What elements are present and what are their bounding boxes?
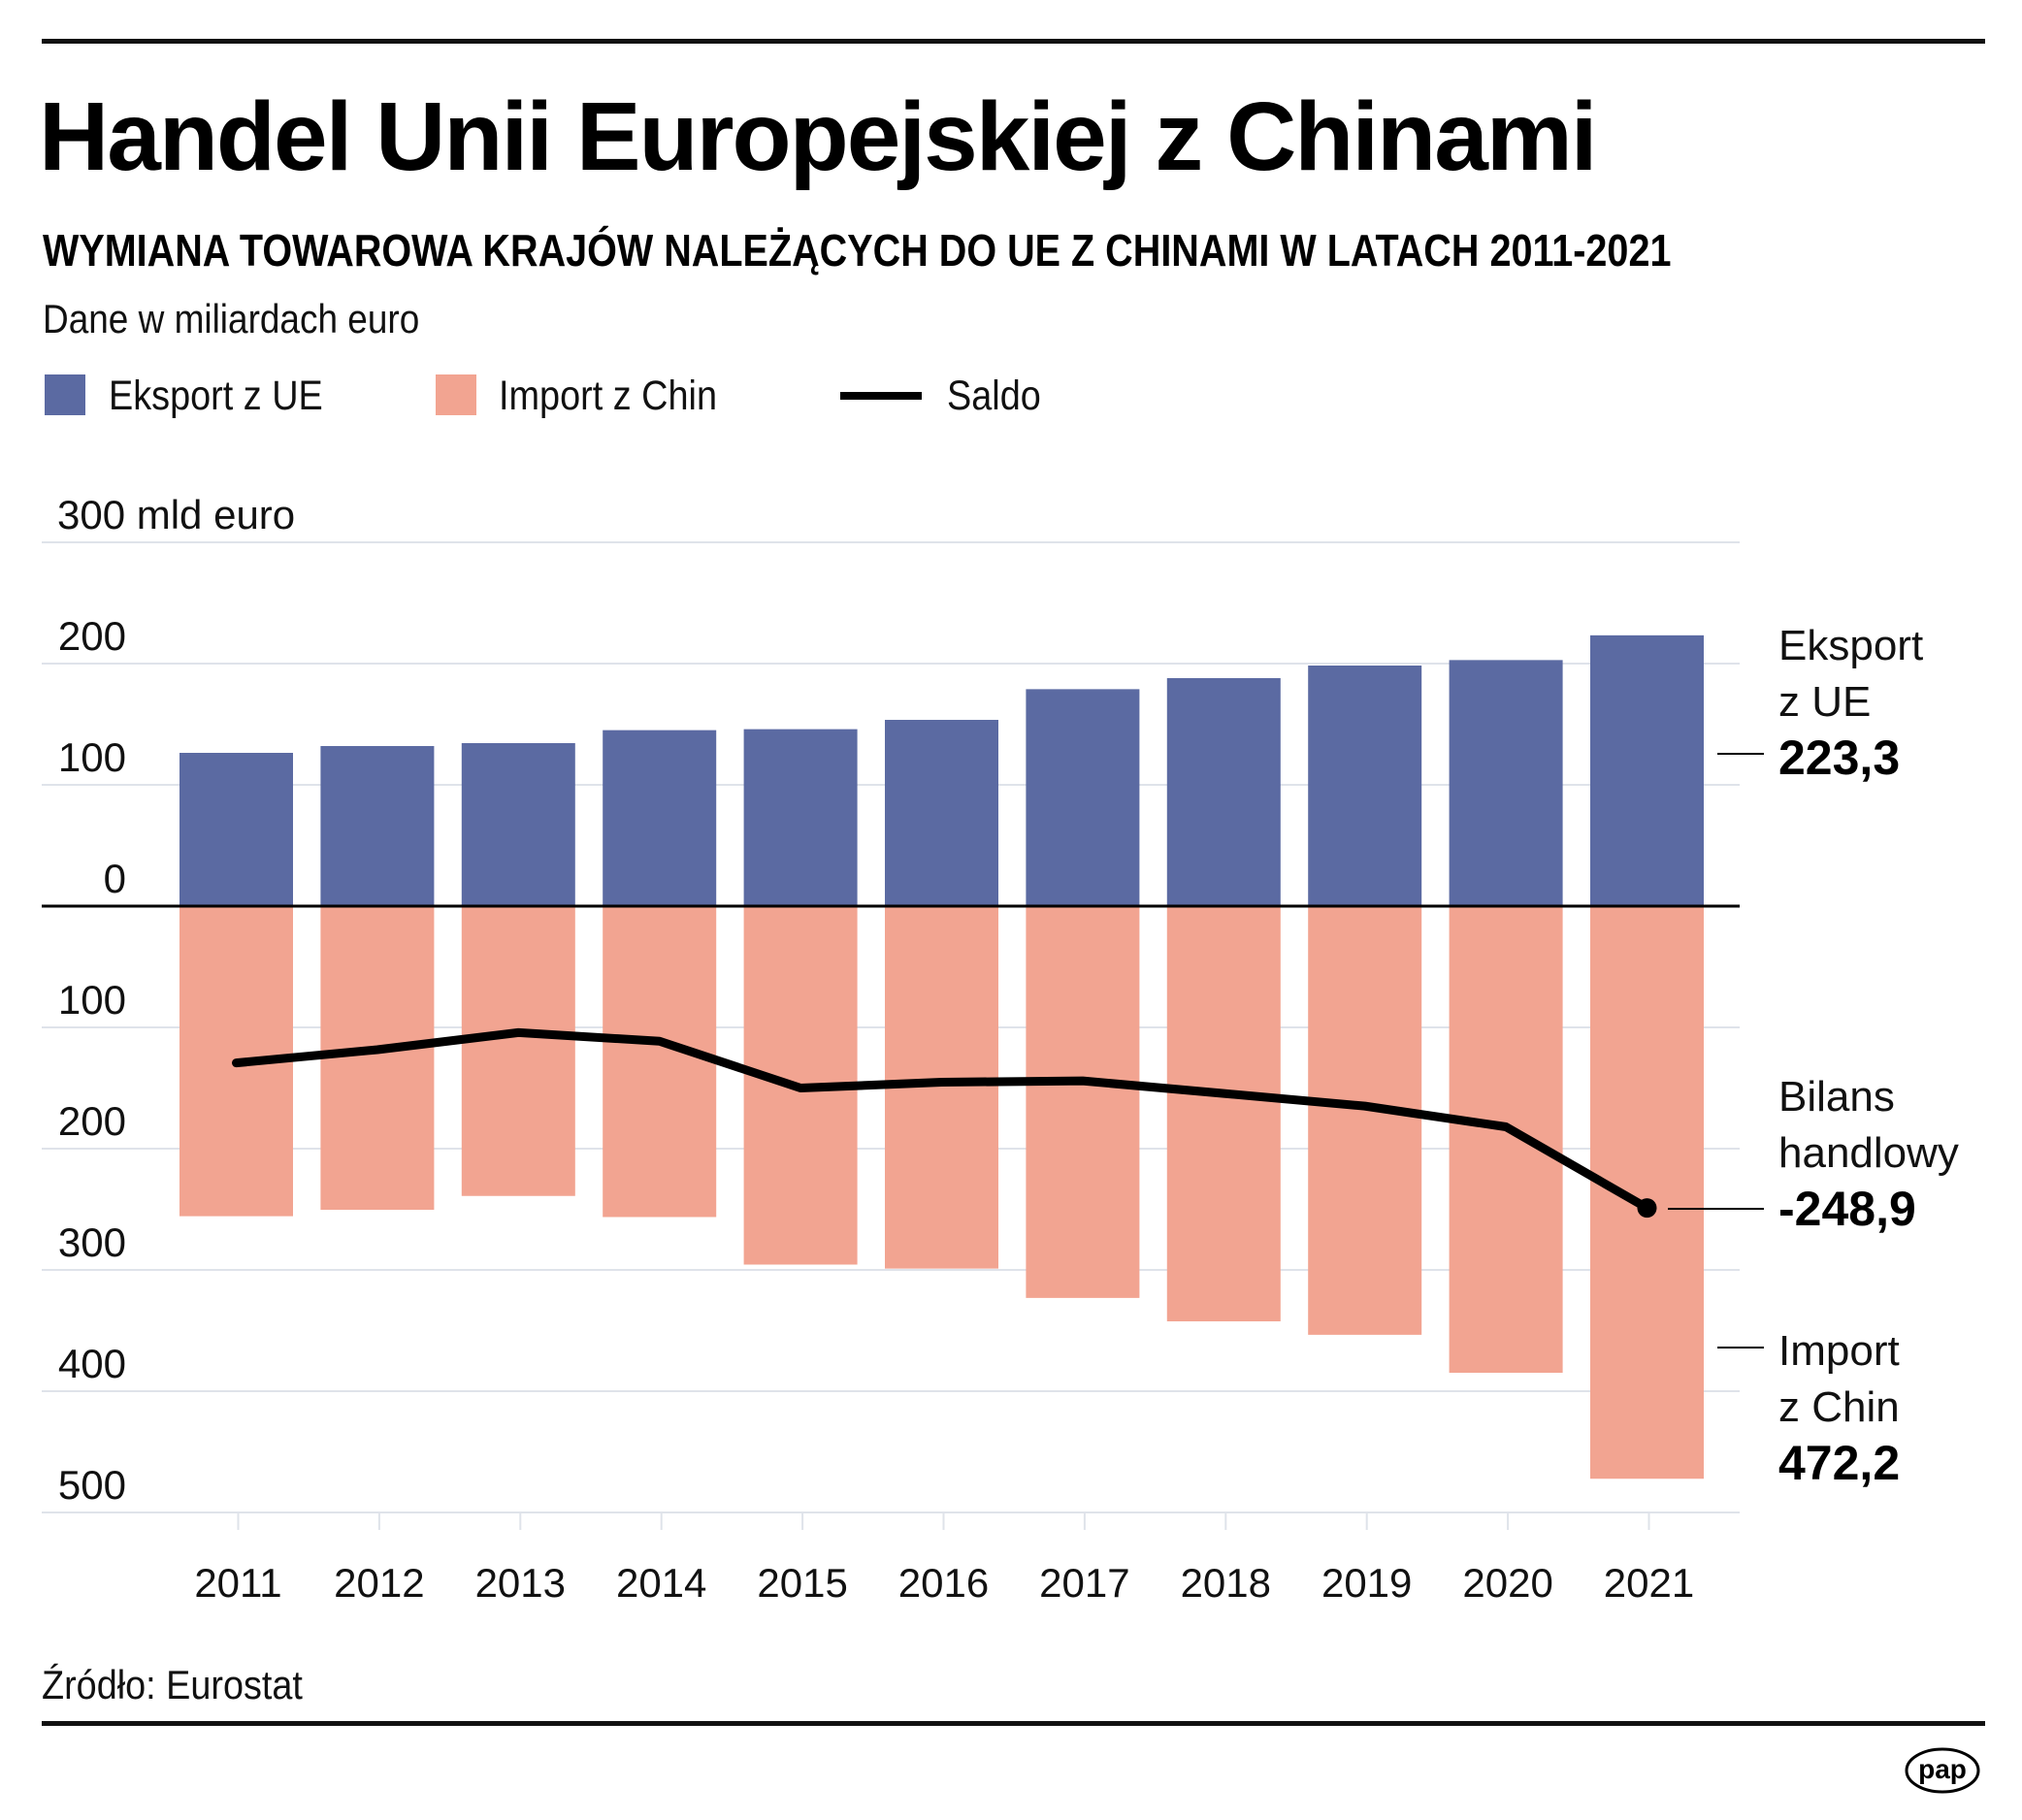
annotation-label: z Chin [1778,1383,1900,1431]
import-bar [1166,906,1281,1321]
export-bar [1026,689,1140,906]
saldo-end-dot [1637,1198,1657,1219]
top-rule [42,39,1985,44]
import-bars [179,906,1704,1479]
x-tick-label: 2014 [616,1560,706,1606]
source-note: Źródło: Eurostat [42,1662,303,1707]
x-tick-label: 2021 [1604,1560,1694,1606]
annotation-label: z UE [1778,678,1871,726]
annotation-value: 472,2 [1778,1436,1900,1490]
annotation-eksport-z-ue: Eksport z UE 223,3 [1717,622,1923,785]
y-tick-label: 200 [58,613,126,659]
legend-line-saldo [840,392,922,400]
pap-logo-icon: pap [1905,1747,1980,1794]
export-bar [320,746,435,906]
annotation-label: Bilans [1778,1073,1895,1121]
y-tick-label: 400 [58,1341,126,1386]
export-bar [1308,666,1422,906]
x-axis: 2011 2012 2013 2014 2015 2016 2017 2018 2019 2020… [194,1512,1694,1606]
annotation-saldo: Bilans handlowy -248,9 [1668,1073,1959,1236]
import-bar [320,906,435,1210]
x-tick-label: 2020 [1462,1560,1552,1606]
export-bar [885,720,998,906]
legend-label-saldo: Saldo [947,373,1041,419]
y-axis-labels: 300 mld euro 200 100 0 100 200 300 400 500 [57,492,295,1508]
legend-swatch-import [436,374,476,415]
y-tick-label: 500 [58,1462,126,1508]
pap-logo-text: pap [1918,1754,1967,1784]
y-tick-label: 300 [58,1219,126,1265]
legend-label-import: Import z Chin [499,373,718,419]
page-title: Handel Unii Europejskiej z Chinami [39,82,1598,191]
annotation-value: 223,3 [1778,731,1900,785]
annotation-label: Eksport [1778,622,1923,669]
import-bar [1590,906,1704,1479]
import-bar [1449,906,1563,1373]
y-tick-label: 0 [104,856,126,901]
export-bar [1449,660,1563,906]
x-tick-label: 2011 [194,1560,281,1606]
x-tick-label: 2019 [1321,1560,1412,1606]
saldo-line [232,1027,1651,1213]
x-tick-label: 2015 [757,1560,847,1606]
y-tick-label: 100 [58,734,126,780]
x-tick-label: 2018 [1181,1560,1271,1606]
bottom-rule [42,1721,1985,1726]
y-tick-label: 200 [58,1098,126,1144]
export-bar [1166,678,1281,906]
y-tick-label: 100 [58,977,126,1023]
annotation-value: -248,9 [1778,1182,1916,1236]
unit-note: Dane w miliardach euro [43,296,420,341]
import-bar [1026,906,1140,1298]
import-bar [603,906,717,1218]
saldo-line-group [232,1027,1657,1219]
legend-label-export: Eksport z UE [109,373,323,419]
x-tick-label: 2016 [898,1560,989,1606]
annotation-label: handlowy [1778,1129,1959,1177]
x-tick-label: 2012 [334,1560,424,1606]
export-bar [179,753,293,906]
legend-swatch-export [45,374,85,415]
export-bar [743,729,858,906]
annotation-import-z-chin: Import z Chin 472,2 [1717,1327,1900,1490]
chart-subtitle: WYMIANA TOWAROWA KRAJÓW NALEŻĄCYCH DO UE… [43,225,1672,276]
export-bar [1590,634,1704,906]
annotations: Eksport z UE 223,3 Bilans handlowy -248,9 Impo… [1668,622,1959,1490]
import-bar [1308,906,1422,1335]
annotation-label: Import [1778,1327,1900,1375]
import-bar [461,906,575,1196]
export-bars [179,634,1704,906]
x-tick-label: 2013 [475,1560,566,1606]
export-bar [603,730,717,906]
y-tick-label: 300 mld euro [57,492,295,537]
export-bar [461,743,575,906]
x-tick-label: 2017 [1039,1560,1129,1606]
